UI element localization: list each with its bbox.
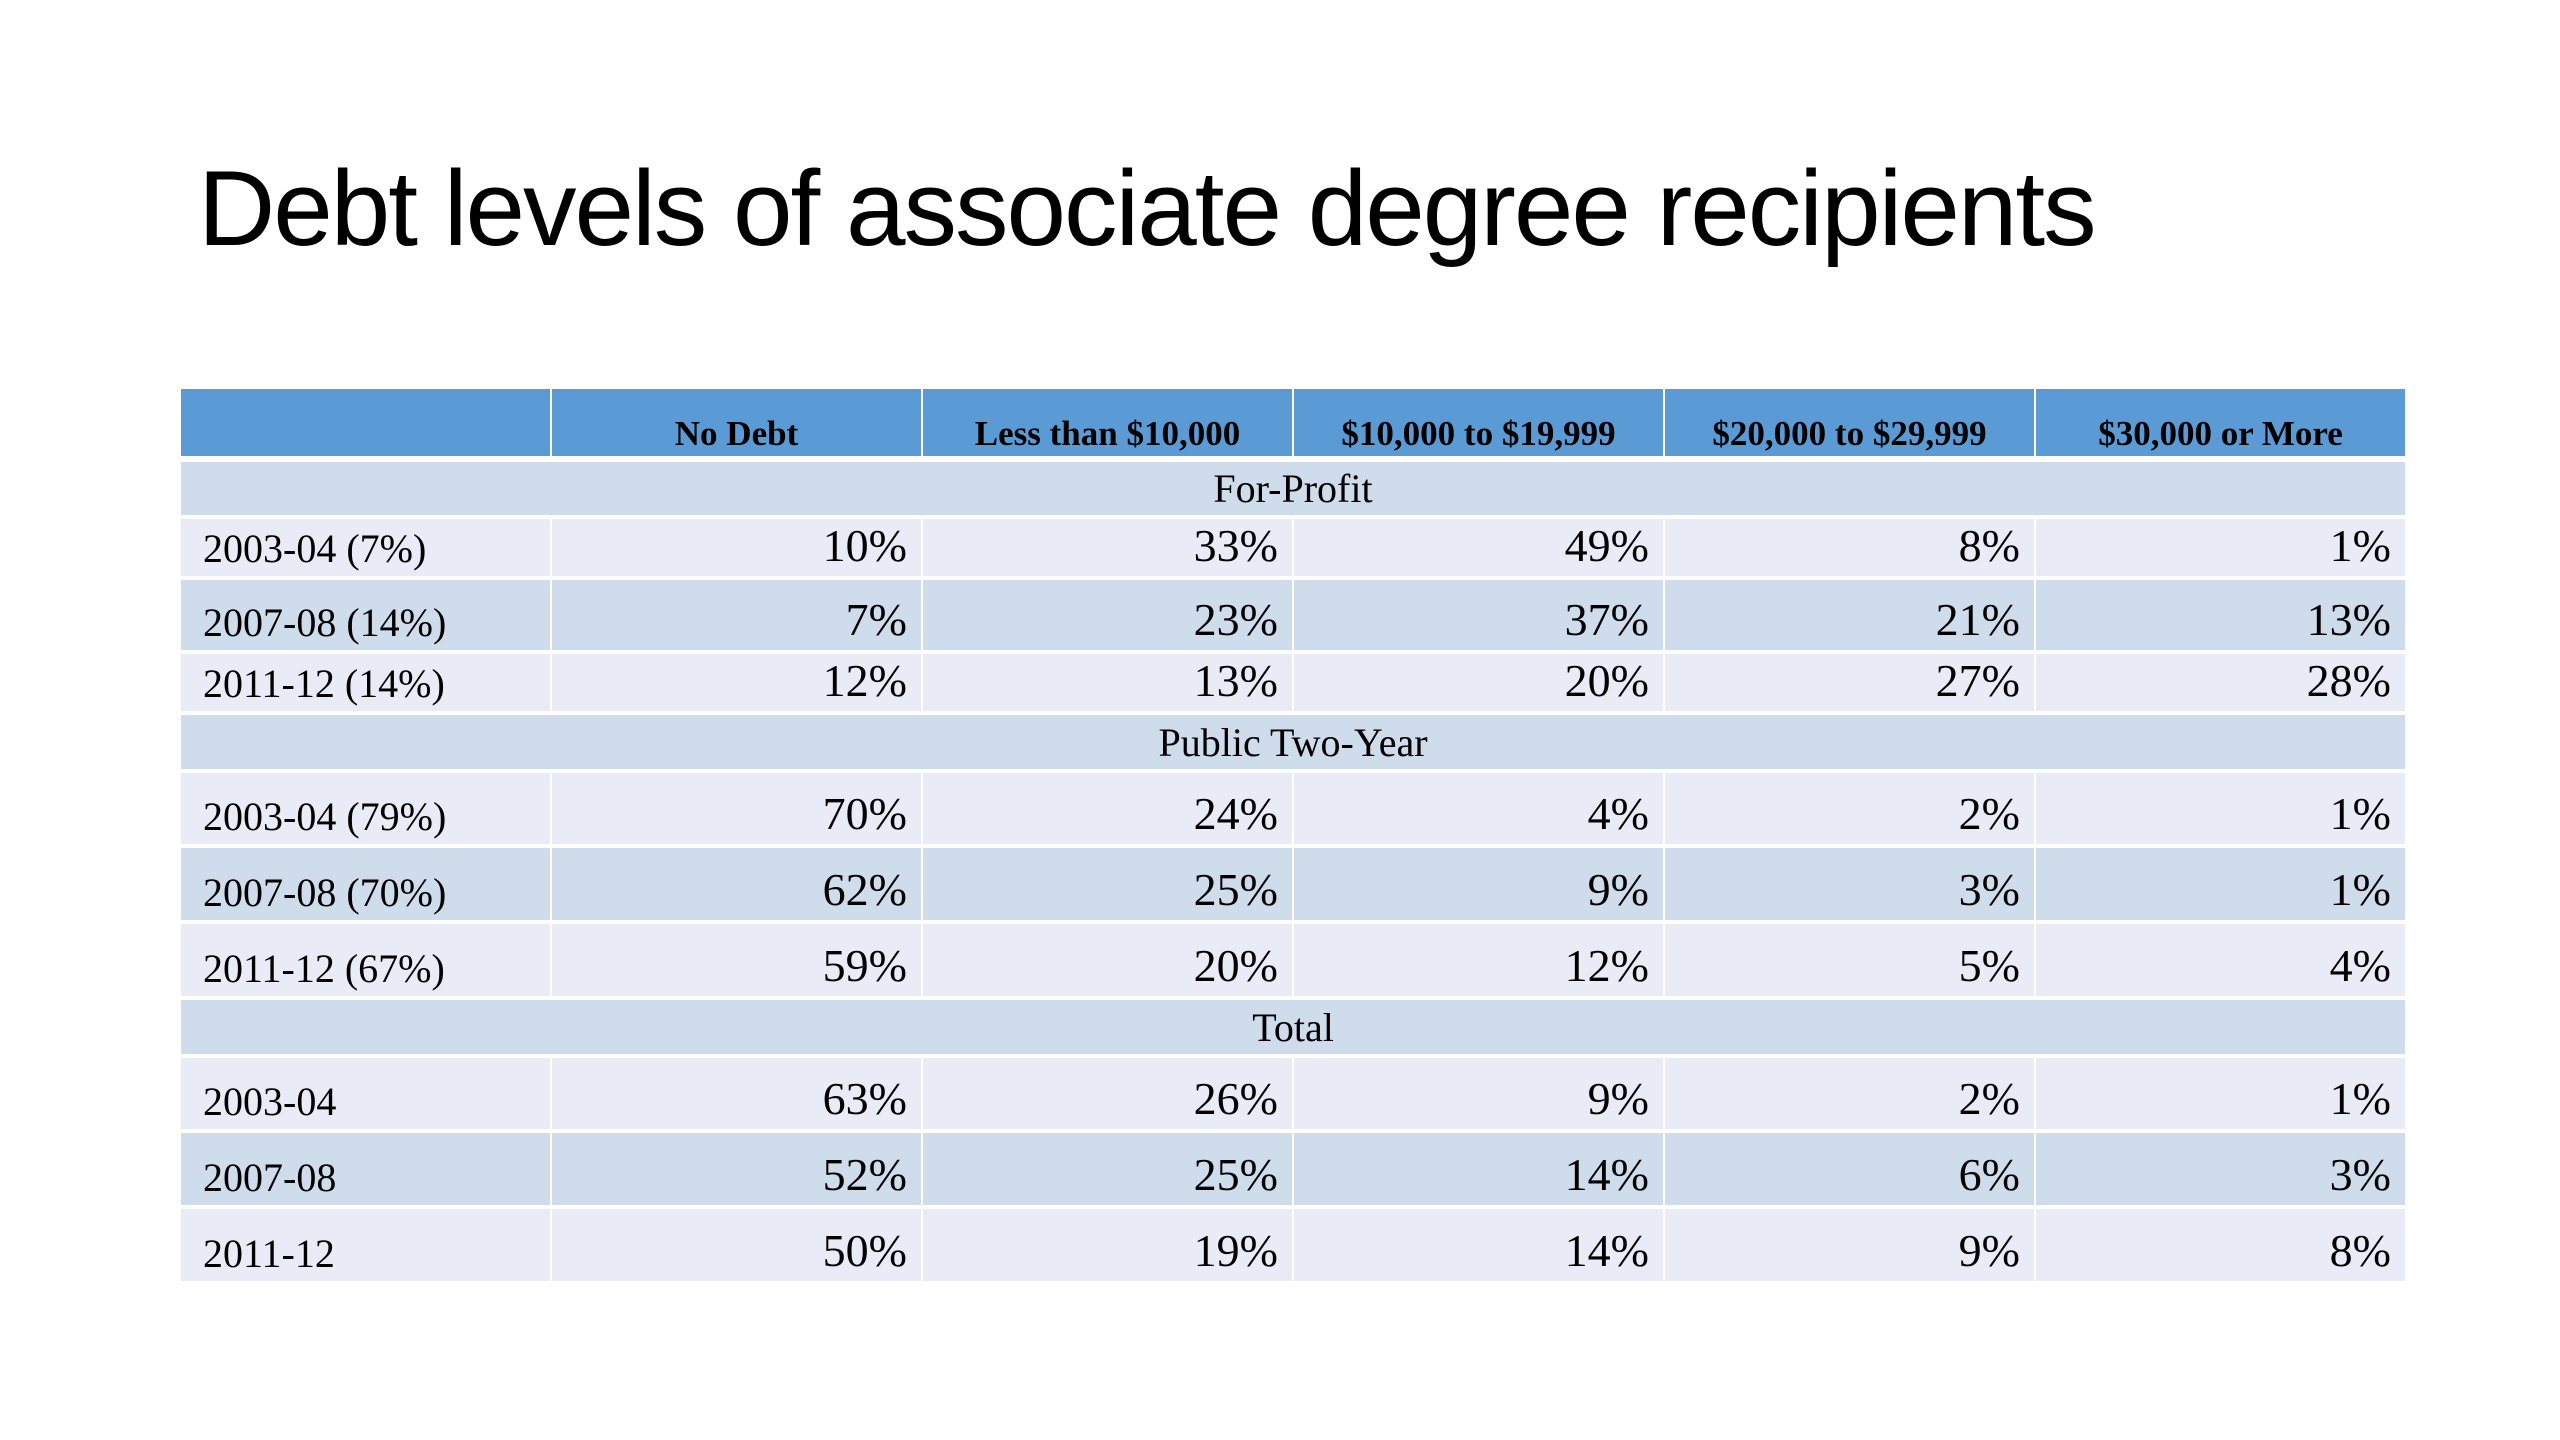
cell-20000-to-29999: 27% xyxy=(1663,652,2036,713)
cell-less-than-10000: 25% xyxy=(921,846,1294,922)
cell-30000-or-more: 3% xyxy=(2034,1131,2407,1207)
cell-no-debt: 63% xyxy=(550,1056,923,1131)
row-label: 2011-12 (67%) xyxy=(179,922,552,998)
cell-30000-or-more: 1% xyxy=(2034,771,2407,846)
column-header-10000-to-19999: $10,000 to $19,999 xyxy=(1292,389,1665,459)
cell-20000-to-29999: 5% xyxy=(1663,922,2036,998)
cell-less-than-10000: 24% xyxy=(921,771,1294,846)
cell-30000-or-more: 8% xyxy=(2034,1207,2407,1283)
section-row-total: Total xyxy=(179,998,2407,1056)
cell-30000-or-more: 1% xyxy=(2034,1056,2407,1131)
cell-20000-to-29999: 8% xyxy=(1663,517,2036,578)
row-label: 2007-08 (14%) xyxy=(179,578,552,652)
cell-no-debt: 59% xyxy=(550,922,923,998)
cell-no-debt: 7% xyxy=(550,578,923,652)
cell-10000-to-19999: 9% xyxy=(1292,846,1665,922)
cell-less-than-10000: 23% xyxy=(921,578,1294,652)
cell-less-than-10000: 19% xyxy=(921,1207,1294,1283)
cell-20000-to-29999: 2% xyxy=(1663,771,2036,846)
page-title: Debt levels of associate degree recipien… xyxy=(198,148,2097,268)
cell-30000-or-more: 13% xyxy=(2034,578,2407,652)
cell-no-debt: 62% xyxy=(550,846,923,922)
column-header-blank xyxy=(179,389,552,459)
cell-less-than-10000: 26% xyxy=(921,1056,1294,1131)
section-row-public-two-year: Public Two-Year xyxy=(179,713,2407,771)
table-row: 2011-12 50% 19% 14% 9% 8% xyxy=(179,1207,2407,1283)
table-row: 2007-08 (14%) 7% 23% 37% 21% 13% xyxy=(179,578,2407,652)
section-label: For-Profit xyxy=(179,459,2407,517)
cell-no-debt: 50% xyxy=(550,1207,923,1283)
cell-no-debt: 70% xyxy=(550,771,923,846)
cell-30000-or-more: 1% xyxy=(2034,846,2407,922)
column-header-20000-to-29999: $20,000 to $29,999 xyxy=(1663,389,2036,459)
cell-20000-to-29999: 3% xyxy=(1663,846,2036,922)
cell-no-debt: 10% xyxy=(550,517,923,578)
cell-10000-to-19999: 37% xyxy=(1292,578,1665,652)
cell-less-than-10000: 33% xyxy=(921,517,1294,578)
section-label: Total xyxy=(179,998,2407,1056)
row-label: 2003-04 xyxy=(179,1056,552,1131)
cell-20000-to-29999: 2% xyxy=(1663,1056,2036,1131)
cell-10000-to-19999: 20% xyxy=(1292,652,1665,713)
column-header-less-than-10000: Less than $10,000 xyxy=(921,389,1294,459)
table-row: 2011-12 (14%) 12% 13% 20% 27% 28% xyxy=(179,652,2407,713)
cell-20000-to-29999: 6% xyxy=(1663,1131,2036,1207)
cell-30000-or-more: 4% xyxy=(2034,922,2407,998)
cell-10000-to-19999: 9% xyxy=(1292,1056,1665,1131)
section-label: Public Two-Year xyxy=(179,713,2407,771)
row-label: 2007-08 xyxy=(179,1131,552,1207)
section-row-for-profit: For-Profit xyxy=(179,459,2407,517)
cell-30000-or-more: 28% xyxy=(2034,652,2407,713)
cell-20000-to-29999: 9% xyxy=(1663,1207,2036,1283)
table-row: 2011-12 (67%) 59% 20% 12% 5% 4% xyxy=(179,922,2407,998)
debt-levels-table: No Debt Less than $10,000 $10,000 to $19… xyxy=(179,389,2407,1285)
cell-no-debt: 12% xyxy=(550,652,923,713)
cell-10000-to-19999: 4% xyxy=(1292,771,1665,846)
cell-10000-to-19999: 49% xyxy=(1292,517,1665,578)
table-row: 2003-04 (79%) 70% 24% 4% 2% 1% xyxy=(179,771,2407,846)
table-row: 2003-04 (7%) 10% 33% 49% 8% 1% xyxy=(179,517,2407,578)
table-header-row: No Debt Less than $10,000 $10,000 to $19… xyxy=(179,389,2407,459)
table-row: 2007-08 (70%) 62% 25% 9% 3% 1% xyxy=(179,846,2407,922)
cell-less-than-10000: 25% xyxy=(921,1131,1294,1207)
column-header-no-debt: No Debt xyxy=(550,389,923,459)
cell-less-than-10000: 20% xyxy=(921,922,1294,998)
row-label: 2007-08 (70%) xyxy=(179,846,552,922)
row-label: 2003-04 (7%) xyxy=(179,517,552,578)
cell-less-than-10000: 13% xyxy=(921,652,1294,713)
cell-10000-to-19999: 14% xyxy=(1292,1207,1665,1283)
cell-30000-or-more: 1% xyxy=(2034,517,2407,578)
row-label: 2003-04 (79%) xyxy=(179,771,552,846)
row-label: 2011-12 (14%) xyxy=(179,652,552,713)
table-row: 2003-04 63% 26% 9% 2% 1% xyxy=(179,1056,2407,1131)
cell-10000-to-19999: 12% xyxy=(1292,922,1665,998)
cell-no-debt: 52% xyxy=(550,1131,923,1207)
cell-10000-to-19999: 14% xyxy=(1292,1131,1665,1207)
table-row: 2007-08 52% 25% 14% 6% 3% xyxy=(179,1131,2407,1207)
row-label: 2011-12 xyxy=(179,1207,552,1283)
cell-20000-to-29999: 21% xyxy=(1663,578,2036,652)
column-header-30000-or-more: $30,000 or More xyxy=(2034,389,2407,459)
